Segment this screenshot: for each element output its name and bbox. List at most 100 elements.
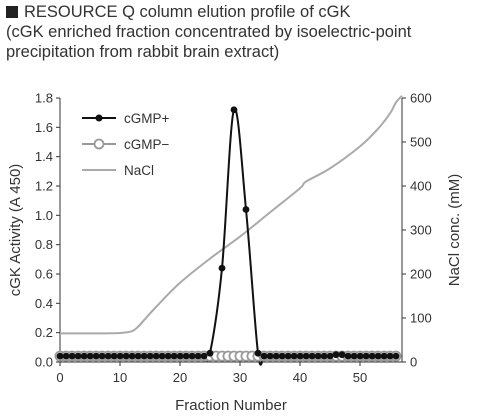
x-axis-title: Fraction Number [175,397,287,414]
legend-cgmp-minus-label: cGMP− [124,137,170,152]
x-tick-label: 0 [56,370,63,385]
cgmp-plus-point [338,351,346,359]
cgmp-plus-point [170,352,178,360]
cgmp-plus-point [278,352,286,360]
cgmp-plus-point [104,352,112,360]
left-y-tick-label: 0.8 [35,237,53,252]
cgmp-plus-point [194,352,202,360]
axis-ticks: 0 10 20 30 40 50 0.0 0.2 0.4 0.6 0.8 1.0 1.2 1.4 1.6 1.… [35,91,432,386]
series-layer [59,95,403,366]
cgmp-plus-point [284,352,292,360]
cgmp-plus-point [362,352,370,360]
cgmp-plus-point [356,352,364,360]
legend-cgmp-minus-marker [93,138,105,150]
cgmp-plus-point [380,352,388,360]
cgmp-plus-point [314,352,322,360]
legend-item-cgmp-minus: cGMP− [82,137,170,152]
legend-cgmp-plus-marker [95,114,103,122]
right-y-axis-title: NaCl conc. (mM) [446,174,463,287]
nacl-series-line [59,95,403,335]
cgmp-plus-point [140,352,148,360]
cgmp-plus-point [74,352,82,360]
left-y-tick-label: 1.6 [35,120,53,135]
header-line-2: (cGK enriched fraction concentrated by i… [6,23,412,41]
left-y-tick-label: 1.2 [35,179,53,194]
cgmp-plus-point [86,352,94,360]
cgmp-plus-point [200,352,208,360]
left-y-tick-label: 1.0 [35,208,53,223]
cgmp-plus-point [110,352,118,360]
right-y-tick-label: 300 [410,223,432,238]
chart-header: RESOURCE Q column elution profile of cGK… [6,2,496,62]
left-y-tick-label: 0.6 [35,267,53,282]
cgmp-plus-point [164,352,172,360]
left-y-axis-title: cGK Activity (A 450) [7,164,24,297]
x-tick-label: 40 [293,370,307,385]
cgmp-plus-point [326,352,334,360]
cgmp-plus-point [392,352,400,360]
cgmp-plus-point [134,352,142,360]
cgmp-plus-point [92,352,100,360]
left-y-tick-label: 1.8 [35,91,53,106]
cgmp-plus-point [68,352,76,360]
chart-legend: cGMP+ cGMP− NaCl [82,111,170,178]
x-tick-label: 10 [113,370,127,385]
x-tick-label: 30 [233,370,247,385]
cgmp-plus-point [260,352,268,360]
right-y-tick-label: 600 [410,91,432,106]
left-y-tick-label: 0.4 [35,296,53,311]
left-y-tick-label: 1.4 [35,149,53,164]
cgmp-plus-point [254,349,262,357]
cgmp-plus-point [242,206,250,213]
header-square-icon [6,6,18,18]
cgmp-plus-point [230,106,238,114]
right-y-tick-label: 200 [410,267,432,282]
cgmp-plus-point [332,351,340,359]
cgmp-plus-series-line [59,107,396,366]
cgmp-plus-point [176,352,184,360]
cgmp-plus-point [128,352,136,360]
legend-nacl-label: NaCl [124,163,154,178]
cgmp-plus-point [266,352,274,360]
cgmp-plus-point [386,352,394,360]
cgmp-plus-point [146,352,154,360]
legend-cgmp-plus-label: cGMP+ [124,111,170,126]
right-y-tick-label: 400 [410,179,432,194]
right-y-tick-label: 0 [410,355,417,370]
x-tick-label: 50 [353,370,367,385]
left-y-tick-label: 0.0 [35,355,53,370]
header-line-1: RESOURCE Q column elution profile of cGK [6,2,496,22]
cgmp-plus-point [374,352,382,360]
legend-item-nacl: NaCl [82,163,154,178]
legend-item-cgmp-plus: cGMP+ [82,111,170,126]
cgmp-plus-point [218,264,226,272]
cgmp-plus-point [350,352,358,360]
x-tick-label: 20 [173,370,187,385]
cgmp-plus-point [308,352,316,360]
cgmp-plus-point [80,352,88,360]
cgmp-plus-point [320,352,328,360]
cgmp-plus-point [122,352,130,360]
right-y-tick-label: 100 [410,311,432,326]
cgmp-plus-point [56,352,64,360]
cgmp-plus-point [302,352,310,360]
cgmp-plus-point [62,352,70,360]
header-title: RESOURCE Q column elution profile of cGK [24,3,351,21]
header-line-3: precipitation from rabbit brain extract) [6,43,280,61]
cgmp-plus-point [296,352,304,360]
cgmp-plus-point [290,352,298,360]
cgmp-plus-point [188,352,196,360]
left-y-tick-label: 0.2 [35,325,53,340]
cgmp-plus-point [98,352,106,360]
right-y-tick-label: 500 [410,135,432,150]
cgmp-plus-point [116,352,124,360]
cgmp-plus-point [368,352,376,360]
cgmp-plus-point [182,352,190,360]
markers-layer [54,106,402,362]
cgmp-plus-point [158,352,166,360]
cgmp-plus-point [272,352,280,360]
cgmp-plus-point [152,352,160,360]
cgmp-plus-point [344,352,352,360]
cgmp-plus-point [206,349,214,357]
